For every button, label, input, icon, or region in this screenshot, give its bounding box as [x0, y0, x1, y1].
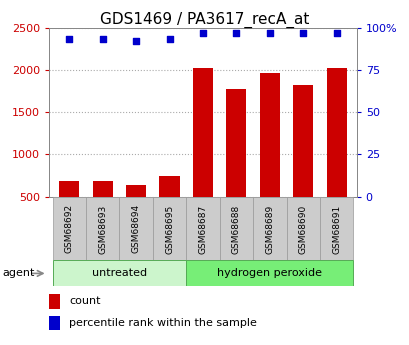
Text: agent: agent — [2, 268, 34, 278]
Point — [199, 30, 206, 36]
Text: hydrogen peroxide: hydrogen peroxide — [217, 268, 321, 278]
Bar — [86, 197, 119, 260]
Text: GSM68691: GSM68691 — [331, 204, 340, 254]
Bar — [292, 85, 312, 239]
Bar — [52, 197, 86, 260]
Point — [333, 30, 339, 36]
Text: GSM68687: GSM68687 — [198, 204, 207, 254]
Bar — [319, 197, 353, 260]
Text: untreated: untreated — [92, 268, 146, 278]
Bar — [259, 73, 279, 239]
Bar — [226, 89, 246, 239]
Point — [133, 38, 139, 44]
Bar — [159, 176, 179, 239]
Point — [166, 37, 172, 42]
Bar — [186, 260, 353, 286]
Text: GDS1469 / PA3617_recA_at: GDS1469 / PA3617_recA_at — [100, 12, 309, 28]
Bar — [52, 260, 186, 286]
Text: GSM68693: GSM68693 — [98, 204, 107, 254]
Text: GSM68692: GSM68692 — [65, 204, 74, 254]
Bar — [252, 197, 286, 260]
Point — [266, 30, 272, 36]
Bar — [186, 197, 219, 260]
Point — [66, 37, 72, 42]
Bar — [119, 197, 153, 260]
Point — [233, 30, 239, 36]
Bar — [92, 180, 112, 239]
Bar — [49, 316, 60, 330]
Text: GSM68690: GSM68690 — [298, 204, 307, 254]
Text: GSM68689: GSM68689 — [265, 204, 274, 254]
Bar — [286, 197, 319, 260]
Text: GSM68694: GSM68694 — [131, 204, 140, 254]
Bar — [326, 68, 346, 239]
Text: GSM68688: GSM68688 — [231, 204, 240, 254]
Bar — [193, 68, 212, 239]
Bar — [126, 185, 146, 239]
Bar — [219, 197, 252, 260]
Point — [299, 30, 306, 36]
Bar — [153, 197, 186, 260]
Bar — [49, 294, 60, 309]
Text: percentile rank within the sample: percentile rank within the sample — [69, 318, 256, 328]
Text: count: count — [69, 296, 101, 306]
Bar — [59, 181, 79, 239]
Point — [99, 37, 106, 42]
Text: GSM68695: GSM68695 — [165, 204, 173, 254]
